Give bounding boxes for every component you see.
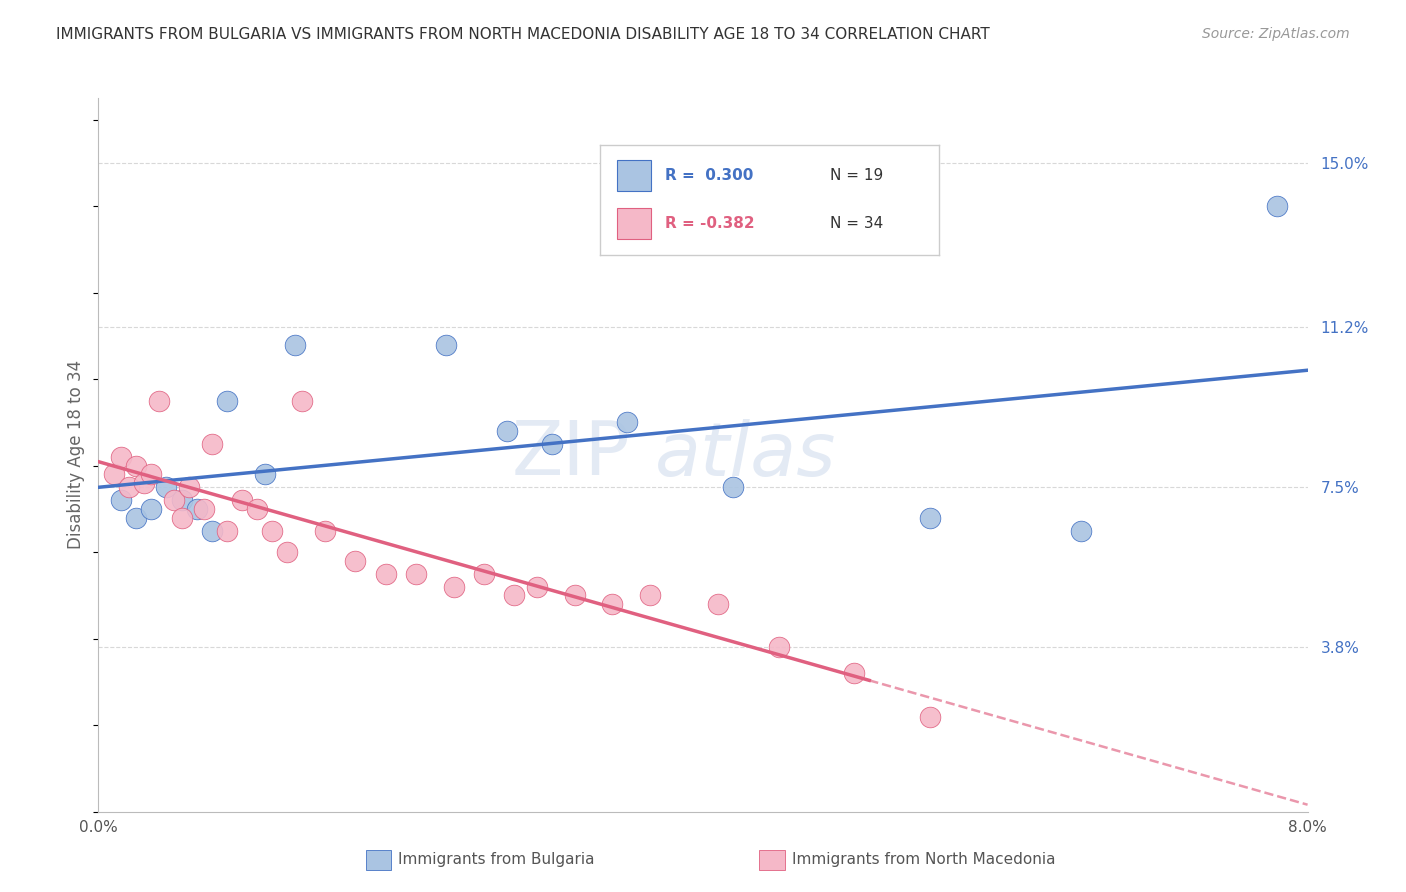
Point <box>201 524 224 538</box>
Point <box>707 597 730 611</box>
Point <box>231 493 253 508</box>
Point <box>193 502 215 516</box>
Point <box>472 566 495 581</box>
Text: Source: ZipAtlas.com: Source: ZipAtlas.com <box>1202 27 1350 41</box>
Point <box>291 393 314 408</box>
Point <box>434 337 457 351</box>
Point <box>170 493 193 508</box>
Point <box>495 424 517 438</box>
Point <box>110 493 132 508</box>
Point <box>179 480 201 494</box>
Point <box>768 640 790 655</box>
Point <box>564 589 586 603</box>
Text: Immigrants from North Macedonia: Immigrants from North Macedonia <box>792 853 1054 867</box>
Point <box>276 545 298 559</box>
Text: Immigrants from Bulgaria: Immigrants from Bulgaria <box>398 853 595 867</box>
Point <box>526 580 548 594</box>
Point <box>170 510 193 524</box>
Point <box>125 458 148 473</box>
Text: atlas: atlas <box>655 419 837 491</box>
Point <box>918 709 941 723</box>
Point <box>186 502 208 516</box>
Point <box>141 467 163 482</box>
Point <box>284 337 307 351</box>
Point <box>1267 199 1289 213</box>
Point <box>844 666 866 681</box>
Point <box>118 480 141 494</box>
Point <box>918 510 941 524</box>
Point <box>541 437 564 451</box>
Point <box>405 566 427 581</box>
Point <box>215 393 238 408</box>
Point <box>723 480 745 494</box>
Point <box>262 524 284 538</box>
Point <box>314 524 336 538</box>
Point <box>374 566 396 581</box>
Point <box>246 502 269 516</box>
Point <box>602 597 624 611</box>
Y-axis label: Disability Age 18 to 34: Disability Age 18 to 34 <box>67 360 86 549</box>
Point <box>638 589 661 603</box>
Point <box>125 510 148 524</box>
Point <box>503 589 526 603</box>
Point <box>215 524 238 538</box>
Point <box>110 450 132 464</box>
Point <box>132 476 155 491</box>
Point <box>443 580 465 594</box>
Point <box>148 393 170 408</box>
Point <box>163 493 186 508</box>
Text: IMMIGRANTS FROM BULGARIA VS IMMIGRANTS FROM NORTH MACEDONIA DISABILITY AGE 18 TO: IMMIGRANTS FROM BULGARIA VS IMMIGRANTS F… <box>56 27 990 42</box>
Point <box>1070 524 1092 538</box>
Point <box>201 437 224 451</box>
Text: ZIP: ZIP <box>512 418 630 491</box>
Point <box>103 467 125 482</box>
Point <box>141 502 163 516</box>
Point <box>616 416 638 430</box>
Point <box>253 467 276 482</box>
Point <box>344 554 367 568</box>
Point <box>155 480 177 494</box>
